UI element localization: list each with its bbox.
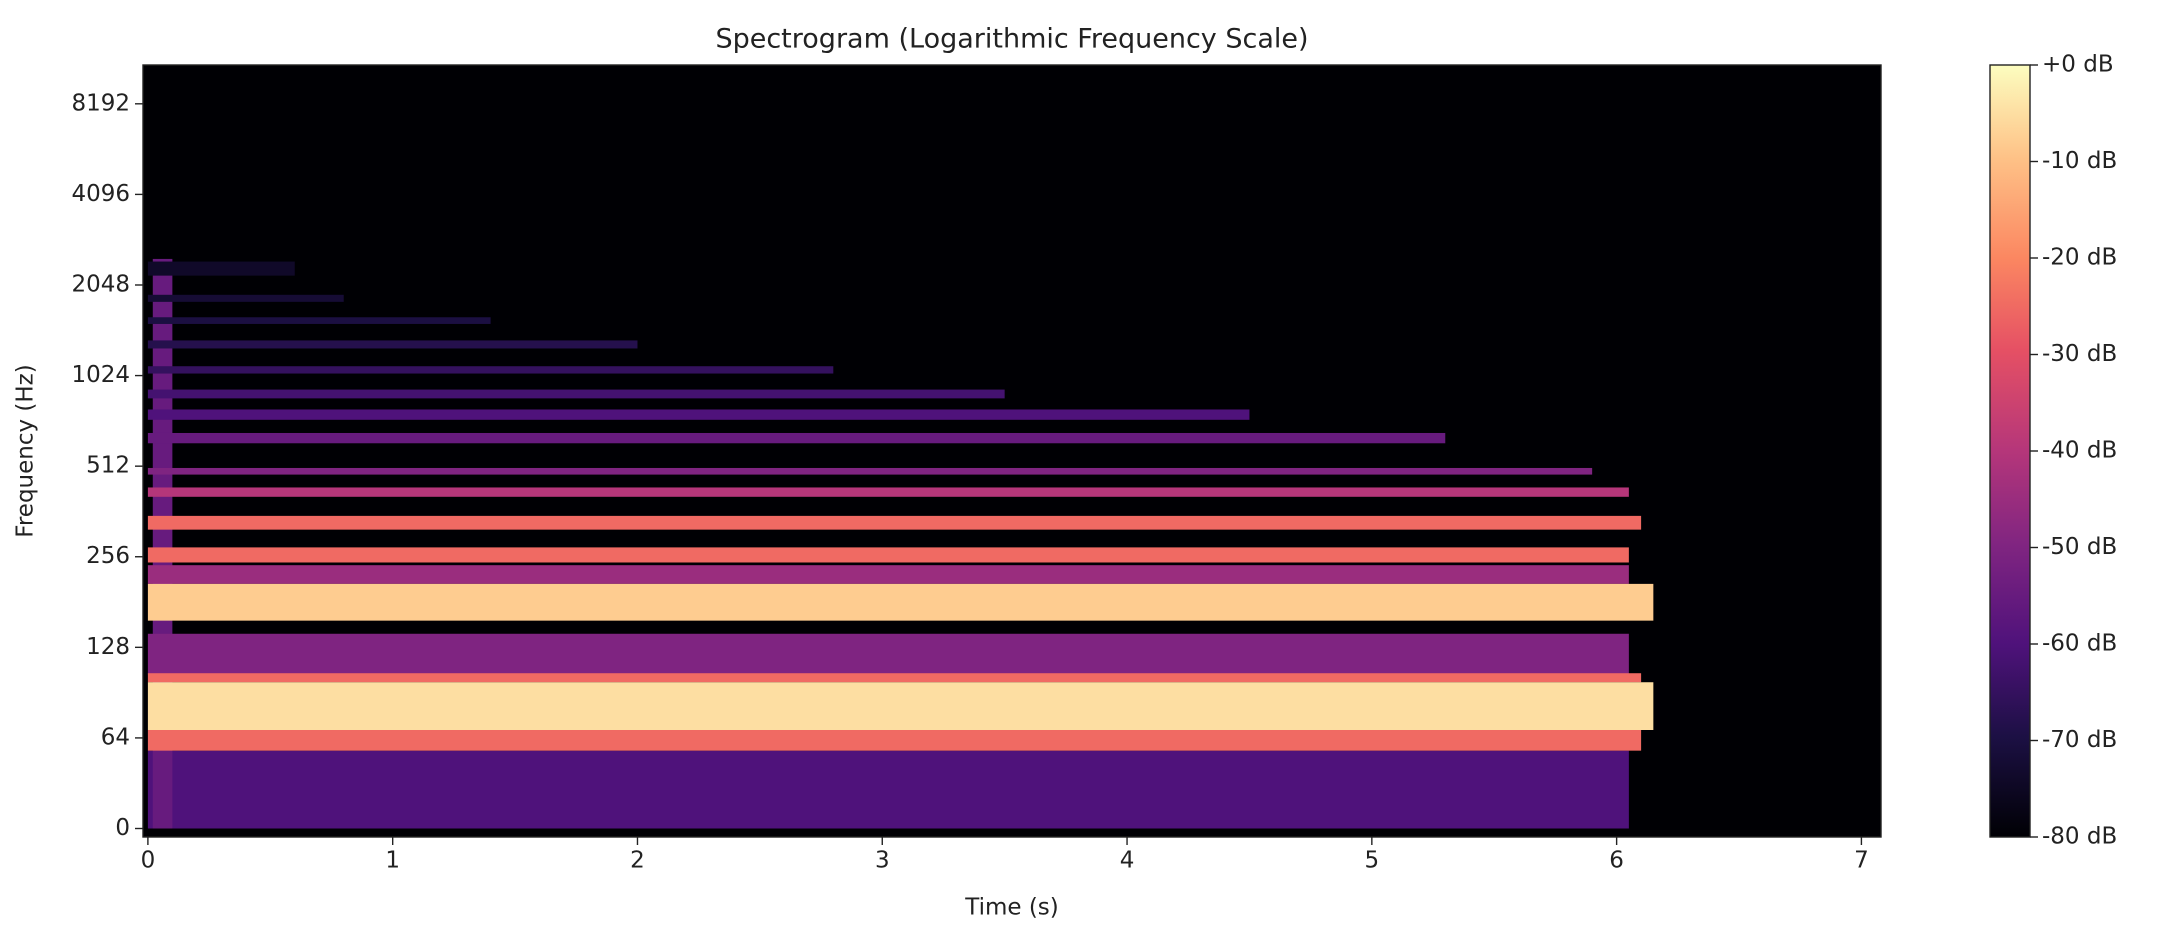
x-tick-label: 5	[1365, 848, 1380, 874]
colorbar-tick-label: -70 dB	[2042, 727, 2117, 753]
x-tick-label: 7	[1854, 848, 1869, 874]
x-tick-label: 2	[630, 848, 645, 874]
colorbar-tick-label: -80 dB	[2042, 824, 2117, 850]
colorbar-tick-label: -10 dB	[2042, 148, 2117, 174]
colorbar-tick-label: -50 dB	[2042, 534, 2117, 560]
y-tick-label: 8192	[71, 90, 130, 116]
spectrogram-cell	[147, 261, 295, 276]
x-tick-label: 1	[385, 848, 400, 874]
y-axis-label: Frequency (Hz)	[13, 364, 39, 537]
colorbar-tick-label: -30 dB	[2042, 341, 2117, 367]
spectrogram-cell	[147, 432, 1446, 444]
y-tick-label: 512	[86, 453, 130, 479]
spectrogram-cell	[147, 389, 1005, 399]
plot-frame	[142, 64, 1882, 838]
x-axis-label: Time (s)	[964, 895, 1059, 921]
y-tick-label: 4096	[71, 181, 130, 207]
x-tick-label: 3	[875, 848, 890, 874]
y-tick-label: 1024	[71, 362, 130, 388]
y-tick-label: 0	[115, 815, 130, 841]
y-tick-label: 128	[86, 634, 130, 660]
y-tick-label: 256	[86, 543, 130, 569]
spectrogram-cell	[147, 583, 1654, 621]
chart-title: Spectrogram (Logarithmic Frequency Scale…	[715, 24, 1308, 55]
spectrogram-cell	[147, 340, 638, 349]
y-tick-label: 2048	[71, 271, 130, 297]
spectrogram-cell	[147, 729, 1642, 751]
x-tick-label: 4	[1120, 848, 1135, 874]
spectrogram-cell	[147, 366, 834, 374]
spectrogram-cell	[147, 682, 1654, 730]
spectrogram-cell	[147, 317, 491, 324]
spectrogram-cell	[147, 565, 1629, 584]
colorbar-tick-label: -40 dB	[2042, 438, 2117, 464]
x-tick-label: 0	[141, 848, 156, 874]
spectrogram-cell	[147, 750, 1629, 829]
colorbar-tick-label: +0 dB	[2042, 52, 2114, 78]
colorbar-tick-label: -60 dB	[2042, 631, 2117, 657]
y-tick-label: 64	[101, 724, 130, 750]
colorbar	[1989, 64, 2031, 838]
spectrogram-cell	[147, 409, 1250, 420]
colorbar-tick-label: -20 dB	[2042, 245, 2117, 271]
spectrogram-cell	[147, 467, 1593, 475]
spectrogram-cell	[147, 633, 1629, 675]
x-tick-label: 6	[1609, 848, 1624, 874]
spectrogram-cell	[147, 487, 1629, 497]
spectrogram-cell	[147, 515, 1642, 530]
spectrogram-cell	[147, 294, 344, 302]
spectrogram-cell	[147, 547, 1629, 563]
spectrogram-cell	[147, 673, 1642, 683]
